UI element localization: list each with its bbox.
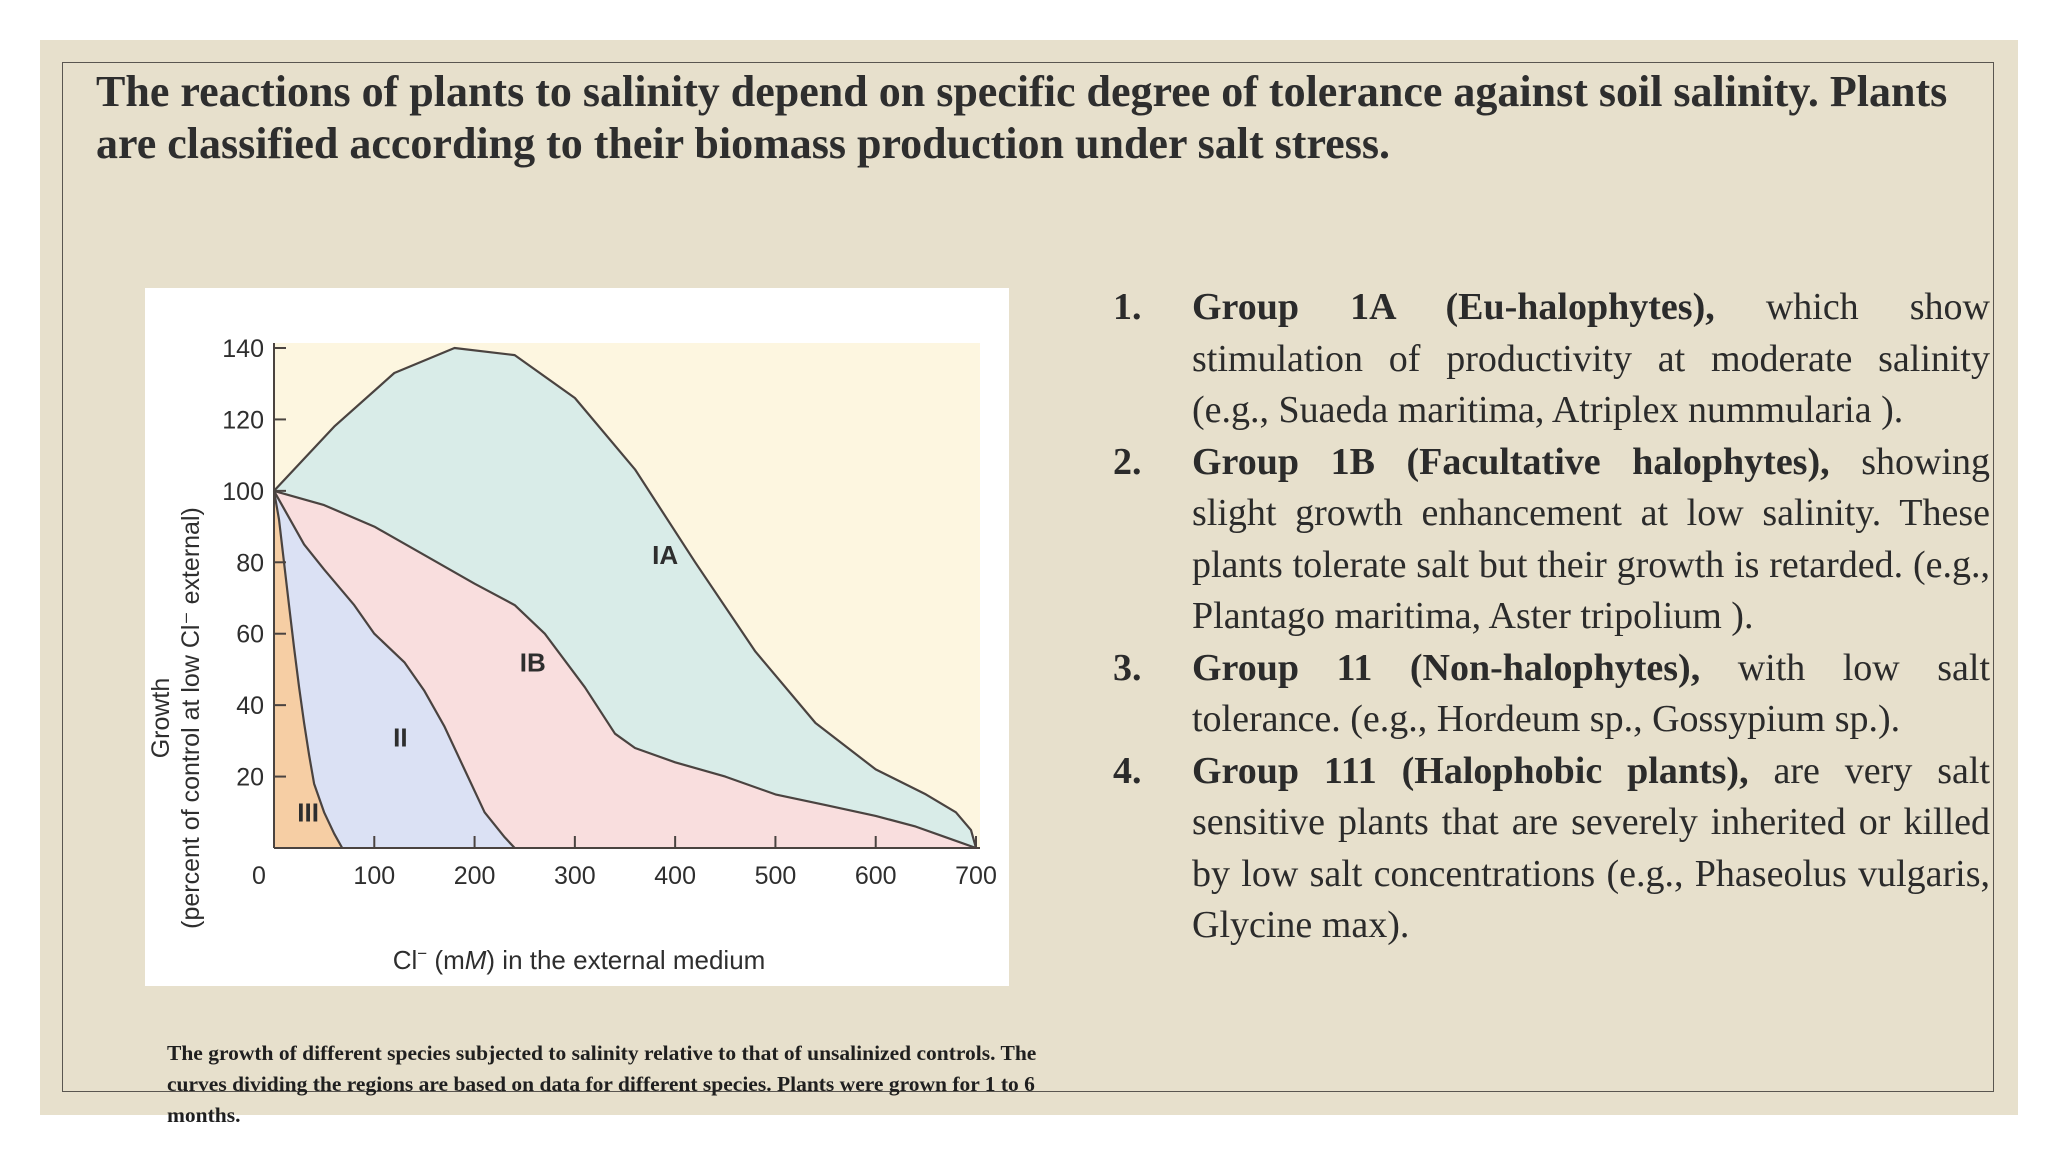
group-description: which show stimulation of productivity a… xyxy=(1192,286,1990,431)
group-name: Group 1A (Eu-halophytes), xyxy=(1192,286,1715,328)
group-name: Group 1B (Facultative halophytes), xyxy=(1192,440,1830,483)
chart-ticks: 0 100 200 300 400 500 600 700 20 40 60 80 100 120 140 xyxy=(222,335,997,890)
chart-axes xyxy=(273,343,980,849)
x-axis-label: Cl− (mM) in the external medium xyxy=(393,944,766,975)
group-description: with low salt tolerance. (e.g., Hordeum … xyxy=(1192,646,1991,741)
slide-heading: The reactions of plants to salinity depe… xyxy=(96,67,1948,168)
x-tick-label: 300 xyxy=(554,862,596,890)
group-description: are very salt sensitive plants that are … xyxy=(1192,749,1990,947)
group-list: 1. Group 1A (Eu-halophytes), which show s… xyxy=(1110,282,1990,952)
y-axis-label-line1: Growth xyxy=(147,678,175,759)
x-tick-label: 600 xyxy=(855,862,897,890)
salinity-growth-chart: 0 100 200 300 400 500 600 700 20 40 60 80 100 120 140 … xyxy=(145,288,1009,986)
chart-svg: 0 100 200 300 400 500 600 70020406080100120140 … xyxy=(147,335,997,975)
group-item: 3. Group 11 (Non-halophytes), with low sa… xyxy=(1110,643,1990,746)
x-tick-label: 400 xyxy=(654,862,696,890)
y-tick-label: 120 xyxy=(222,406,264,434)
group-name: Group 11 (Non-halophytes), xyxy=(1192,646,1701,689)
boundary-ia xyxy=(273,346,978,849)
region-iii xyxy=(274,490,343,848)
y-tick-label: 40 xyxy=(236,692,264,720)
region-label-iii: III xyxy=(297,797,319,827)
group-item: 2. Group 1B (Facultative halophytes), sho… xyxy=(1110,437,1990,643)
chart-regions xyxy=(272,346,978,850)
region-label-ib: IB xyxy=(520,647,546,677)
region-label-ia: IA xyxy=(652,540,678,570)
y-tick-label: 80 xyxy=(236,549,264,577)
boundary-ib xyxy=(273,489,977,850)
region-ii xyxy=(274,490,515,848)
group-number: 2. xyxy=(1113,440,1142,483)
slide: The reactions of plants to salinity depe… xyxy=(40,40,2018,1127)
y-tick-label: 140 xyxy=(222,335,264,363)
group-number: 4. xyxy=(1113,749,1142,792)
figure-caption: The growth of different species subjecte… xyxy=(167,1041,1037,1127)
boundary-ii xyxy=(273,490,516,849)
x-tick-label: 100 xyxy=(353,862,395,890)
y-tick-label: 100 xyxy=(222,478,264,506)
y-tick-label: 60 xyxy=(236,621,264,649)
group-item: 4. Group 111 (Halophobic plants), are ver… xyxy=(1110,746,1990,952)
slide-frame xyxy=(62,62,1994,1092)
y-axis-label: Growth (percent of control at low Cl⁻ ex… xyxy=(147,507,205,929)
boundary-iii xyxy=(272,490,344,849)
x-tick-label: 700 xyxy=(955,862,997,890)
group-item: 1. Group 1A (Eu-halophytes), which show s… xyxy=(1110,282,1990,437)
y-tick-label: 20 xyxy=(236,764,264,792)
group-description: showing slight growth enhancement at low… xyxy=(1192,440,1990,638)
group-name: Group 111 (Halophobic plants), xyxy=(1192,749,1749,792)
group-number: 1. xyxy=(1113,286,1142,328)
y-axis-label-line2: (percent of control at low Cl⁻ external) xyxy=(177,507,205,929)
x-tick-label: 500 xyxy=(755,862,797,890)
x-tick-label: 200 xyxy=(454,862,496,890)
group-number: 3. xyxy=(1113,646,1142,689)
x-tick-label: 0 xyxy=(252,862,266,890)
region-label-ii: II xyxy=(393,722,407,752)
